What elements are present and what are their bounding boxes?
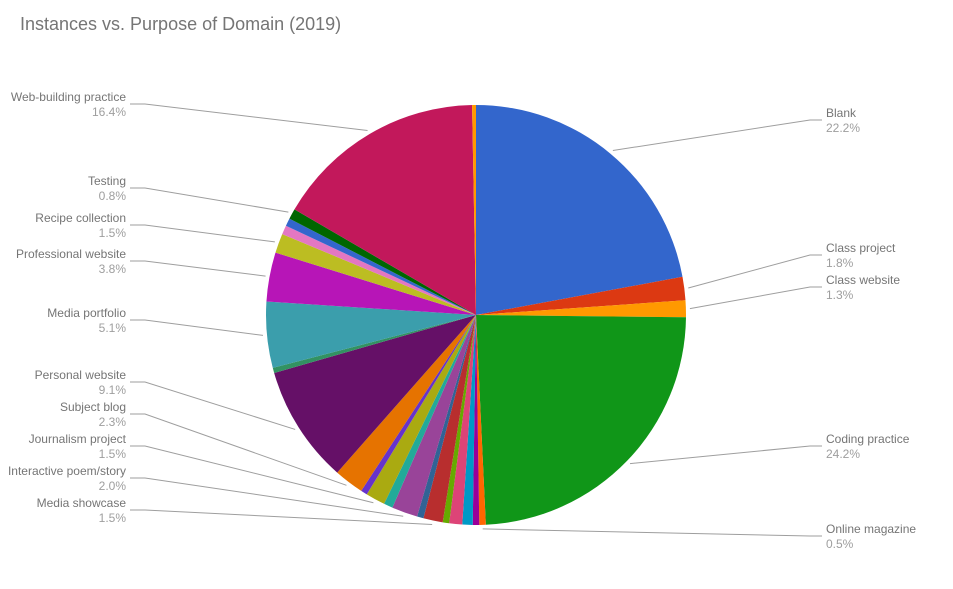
slice-label: Blank: [826, 106, 857, 120]
slice-label: Coding practice: [826, 432, 910, 446]
slice-percent: 1.3%: [826, 288, 854, 302]
slice-percent: 9.1%: [99, 383, 127, 397]
leader-line: [130, 320, 263, 335]
slice-percent: 1.5%: [99, 447, 127, 461]
leader-line: [630, 446, 822, 464]
leader-line: [130, 382, 295, 429]
leader-line: [483, 529, 822, 536]
slice-label: Recipe collection: [35, 211, 126, 225]
slice-percent: 2.0%: [99, 479, 127, 493]
slice-percent: 16.4%: [92, 105, 126, 119]
slice-percent: 5.1%: [99, 321, 127, 335]
pie-chart: Blank22.2% Class project1.8% Class website…: [0, 0, 953, 589]
slice-percent: 2.3%: [99, 415, 127, 429]
slice-percent: 3.8%: [99, 262, 127, 276]
leader-line: [130, 188, 288, 212]
slice-label: Professional website: [16, 247, 126, 261]
slice-percent: 0.8%: [99, 189, 127, 203]
slice-percent: 0.5%: [826, 537, 854, 551]
slice-label: Subject blog: [60, 400, 126, 414]
leader-line: [130, 510, 432, 524]
slice-label: Class project: [826, 241, 896, 255]
leader-line: [613, 120, 822, 150]
slice-label: Online magazine: [826, 522, 916, 536]
slice-label: Testing: [88, 174, 126, 188]
slice-percent: 1.8%: [826, 256, 854, 270]
slice-label: Journalism project: [29, 432, 127, 446]
slice-label: Interactive poem/story: [8, 464, 126, 478]
leader-line: [130, 261, 266, 276]
leader-line: [130, 104, 368, 131]
slice-percent: 24.2%: [826, 447, 860, 461]
leader-line: [130, 225, 275, 242]
slice-label: Web-building practice: [11, 90, 126, 104]
leader-line: [688, 255, 822, 288]
slice-percent: 22.2%: [826, 121, 860, 135]
leader-line: [690, 287, 822, 309]
slice-label: Media portfolio: [47, 306, 126, 320]
slice-label: Personal website: [35, 368, 127, 382]
slice-label: Media showcase: [37, 496, 127, 510]
pie-slice: [476, 315, 686, 525]
slice-percent: 1.5%: [99, 226, 127, 240]
slice-percent: 1.5%: [99, 511, 127, 525]
slice-label: Class website: [826, 273, 900, 287]
